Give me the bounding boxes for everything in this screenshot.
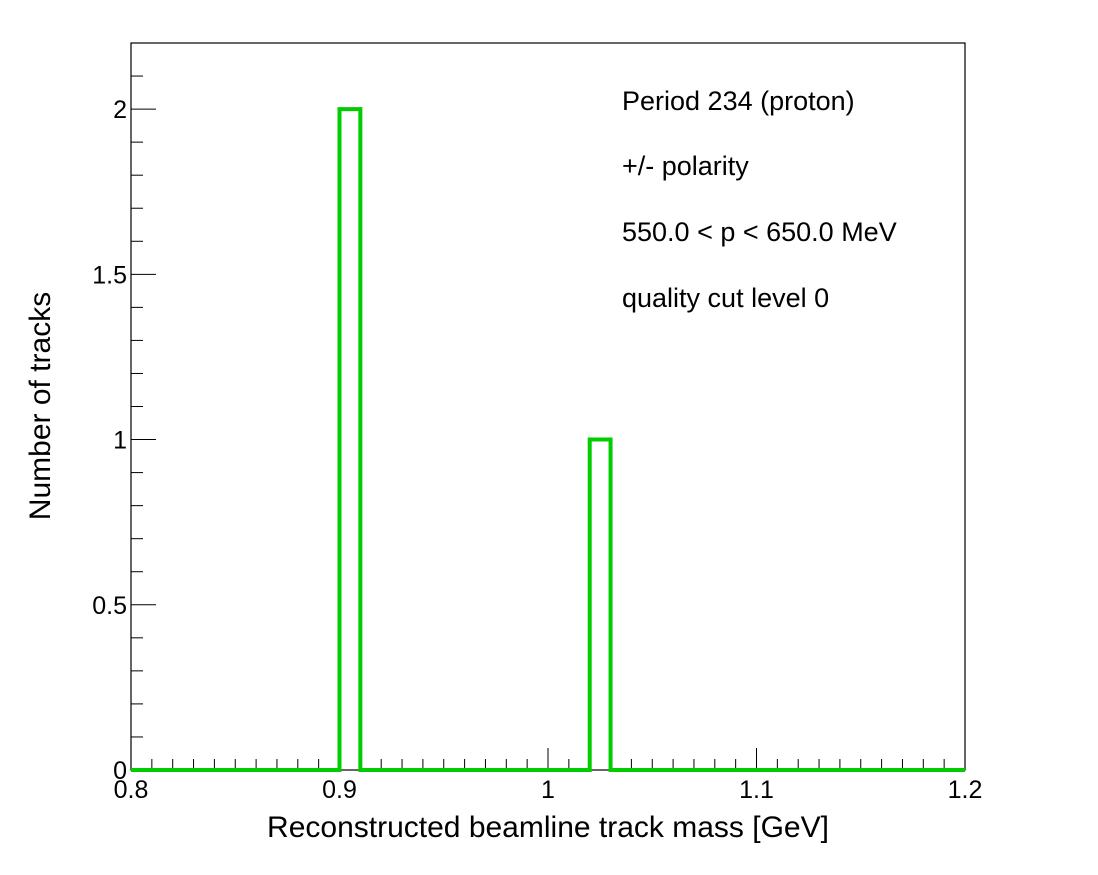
annotation-line: 550.0 < p < 650.0 MeV bbox=[622, 217, 897, 247]
y-tick-label: 0 bbox=[113, 757, 127, 785]
x-tick-label: 1.2 bbox=[948, 776, 983, 804]
annotation-line: +/- polarity bbox=[622, 151, 749, 181]
y-axis-title: Number of tracks bbox=[24, 292, 57, 520]
x-axis-title: Reconstructed beamline track mass [GeV] bbox=[267, 811, 829, 844]
x-axis-ticks bbox=[130, 748, 966, 770]
x-tick-label: 0.9 bbox=[322, 776, 357, 804]
plot-frame bbox=[130, 42, 966, 771]
y-tick-label: 2 bbox=[113, 96, 127, 124]
x-tick-label: 1.1 bbox=[739, 776, 774, 804]
y-tick-label: 0.5 bbox=[92, 592, 127, 620]
annotation-line: Period 234 (proton) bbox=[622, 86, 855, 116]
histogram-bin bbox=[340, 109, 361, 770]
x-tick-label: 1 bbox=[541, 776, 555, 804]
x-tick-label: 0.8 bbox=[114, 776, 149, 804]
histogram-outline bbox=[131, 107, 965, 772]
annotations: Period 234 (proton) +/- polarity 550.0 < p… bbox=[622, 86, 897, 313]
y-axis-tick-labels: 0 0.5 1 1.5 2 bbox=[92, 96, 127, 785]
annotation-line: quality cut level 0 bbox=[622, 283, 829, 313]
y-tick-label: 1.5 bbox=[92, 261, 127, 289]
x-axis-tick-labels: 0.8 0.9 1 1.1 1.2 bbox=[114, 776, 983, 804]
y-axis-ticks bbox=[131, 42, 156, 771]
y-tick-label: 1 bbox=[113, 427, 127, 455]
histogram-bin bbox=[590, 440, 611, 770]
histogram-series bbox=[131, 107, 965, 772]
